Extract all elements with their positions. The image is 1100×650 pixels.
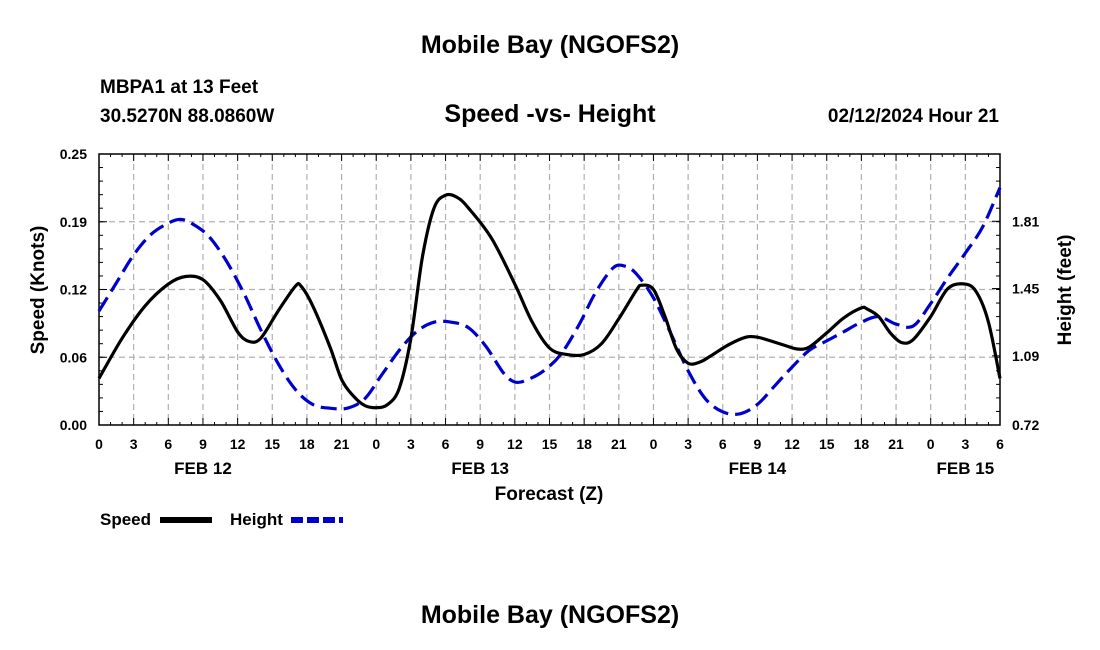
x-tick-label: 6 [719,436,727,452]
x-tick-label: 21 [611,436,627,452]
x-tick-label: 3 [684,436,692,452]
legend-height-label: Height [230,510,283,529]
x-tick-label: 12 [230,436,246,452]
x-tick-label: 15 [819,436,835,452]
date-label: FEB 12 [174,459,232,478]
y-left-axis-label: Speed (Knots) [28,226,49,355]
x-tick-label: 0 [927,436,935,452]
x-tick-label: 9 [754,436,762,452]
y-left-tick-label: 0.06 [60,349,87,365]
x-tick-label: 0 [650,436,658,452]
station-coords: 30.5270N 88.0860W [100,106,275,127]
footer-title: Mobile Bay (NGOFS2) [420,601,680,629]
x-tick-label: 6 [164,436,172,452]
y-right-tick-label: 0.72 [1012,417,1039,433]
x-tick-label: 21 [888,436,904,452]
x-tick-label: 3 [961,436,969,452]
x-tick-label: 21 [334,436,350,452]
x-tick-label: 15 [542,436,558,452]
date-label: FEB 15 [937,459,995,478]
x-tick-label: 0 [95,436,103,452]
y-left-tick-label: 0.19 [60,214,87,230]
y-right-tick-label: 1.09 [1012,348,1039,364]
x-tick-label: 18 [854,436,870,452]
x-tick-label: 15 [264,436,280,452]
y-right-tick-label: 1.81 [1012,213,1039,229]
x-tick-label: 18 [299,436,315,452]
x-tick-label: 6 [996,436,1004,452]
y-right-tick-label: 1.45 [1012,281,1039,297]
grid [99,154,1000,425]
x-tick-label: 18 [576,436,592,452]
forecast-datetime: 02/12/2024 Hour 21 [827,106,999,127]
x-tick-label: 0 [372,436,380,452]
y-left-tick-label: 0.25 [60,146,87,162]
chart-title: Mobile Bay (NGOFS2) [420,31,680,59]
date-label: FEB 13 [451,459,509,478]
x-axis-label: Forecast (Z) [495,484,604,505]
x-tick-label: 9 [476,436,484,452]
chart-subtitle: Speed -vs- Height [444,100,656,128]
x-tick-label: 9 [199,436,207,452]
legend-speed-label: Speed [100,510,151,529]
y-right-axis-label: Height (feet) [1055,235,1076,346]
x-tick-label: 12 [784,436,800,452]
x-tick-label: 6 [442,436,450,452]
x-tick-label: 3 [407,436,415,452]
y-left-tick-label: 0.12 [60,282,87,298]
x-tick-label: 3 [130,436,138,452]
x-tick-label: 12 [507,436,523,452]
legend: Speed Height [100,510,343,529]
station-label: MBPA1 at 13 Feet [100,77,259,98]
y-left-tick-label: 0.00 [60,417,87,433]
date-label: FEB 14 [729,459,787,478]
speed-series-line [97,192,1002,410]
height-series-line [97,186,1002,416]
